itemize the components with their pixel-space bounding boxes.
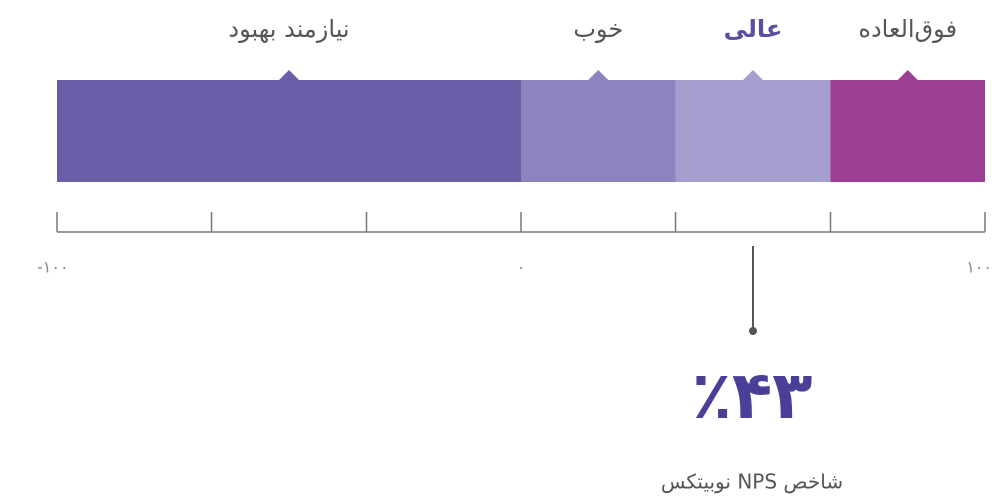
segment [675, 80, 831, 182]
marker-dot [749, 327, 757, 335]
segment-label: فوق‌العاده [858, 15, 957, 43]
segment [830, 80, 985, 182]
pointer [588, 70, 609, 80]
tick-label: -۱۰۰ [37, 258, 69, 277]
pointer [743, 70, 763, 80]
tick-label: ۰ [517, 258, 526, 277]
pointer [279, 70, 299, 80]
segment-label: عالی [724, 15, 783, 43]
segment-label: نیازمند بهبود [228, 15, 349, 43]
score: ٪۴۳ [692, 357, 813, 434]
tick-label: ۱۰۰ [966, 258, 992, 277]
segment-label: خوب [573, 15, 623, 43]
segment [57, 80, 521, 182]
pointer [897, 70, 918, 80]
caption: شاخص NPS نوبیتکس [661, 470, 843, 494]
segment [521, 80, 676, 182]
